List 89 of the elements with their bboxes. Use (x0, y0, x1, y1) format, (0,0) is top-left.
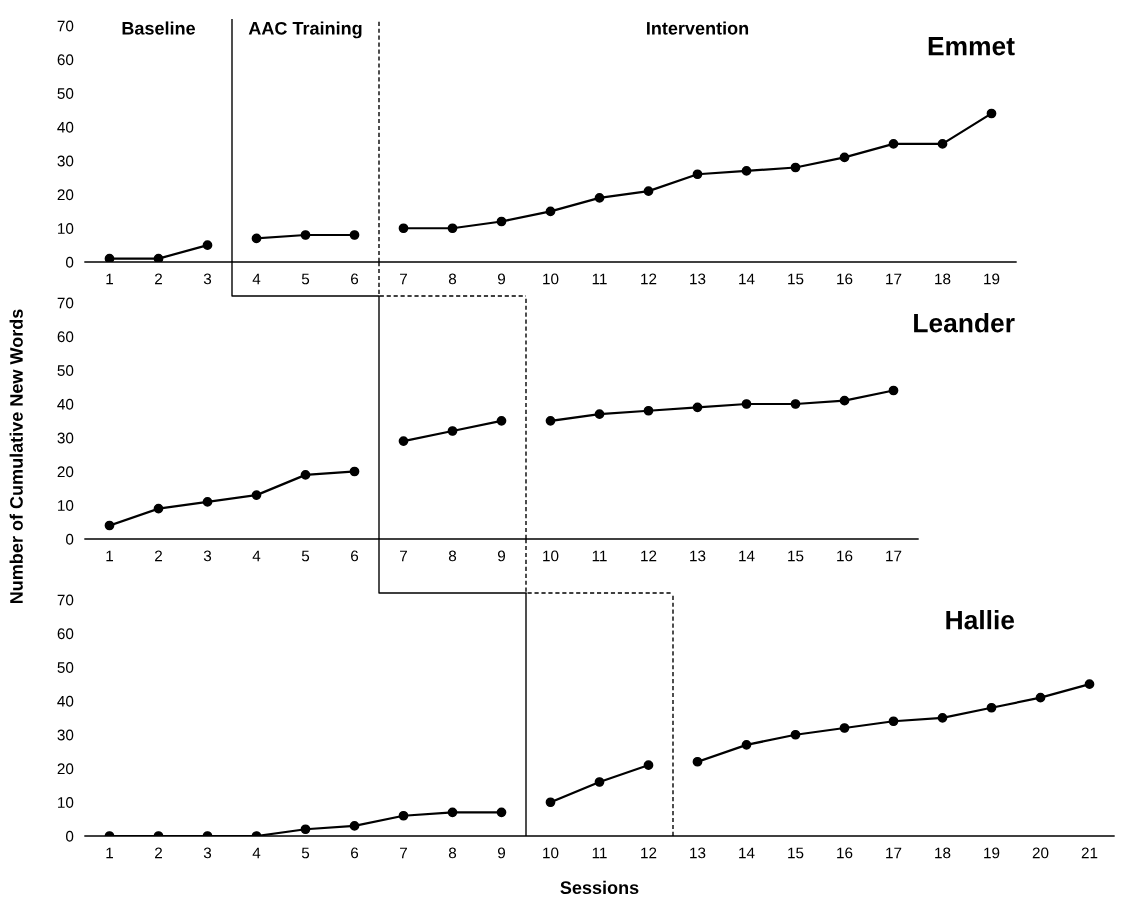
y-tick-label: 0 (65, 830, 74, 842)
x-tick-label: 21 (1081, 847, 1098, 859)
y-tick-label: 40 (57, 398, 74, 410)
x-tick-label: 1 (106, 550, 113, 562)
y-tick-label: 40 (57, 695, 74, 707)
x-tick-label: 10 (543, 847, 559, 859)
y-tick-label: 50 (57, 365, 74, 376)
x-tick-label: 19 (984, 847, 1000, 859)
x-tick-label: 3 (203, 847, 212, 859)
y-tick-label: 10 (58, 500, 74, 511)
x-tick-label: 9 (497, 550, 506, 562)
x-tick-label: 13 (690, 847, 706, 859)
x-tick-label: 4 (252, 847, 261, 859)
annotation: Intervention (647, 21, 749, 35)
x-tick-label: 1 (106, 273, 113, 285)
x-tick-label: 14 (739, 550, 755, 562)
x-tick-label: 7 (400, 273, 407, 285)
x-tick-label: 5 (301, 273, 310, 285)
x-tick-label: 14 (739, 847, 755, 859)
x-tick-label: 19 (984, 273, 1000, 285)
x-tick-label: 20 (1032, 847, 1049, 859)
x-tick-label: 10 (543, 550, 559, 562)
x-tick-label: 15 (788, 847, 804, 859)
y-tick-label: 10 (58, 223, 74, 234)
x-tick-label: 9 (497, 847, 506, 859)
y-tick-label: 70 (57, 20, 74, 32)
y-tick-label: 30 (57, 432, 74, 444)
x-tick-label: 8 (448, 273, 457, 285)
x-tick-label: 16 (837, 847, 853, 859)
x-tick-label: 5 (301, 847, 310, 859)
x-tick-label: 8 (448, 847, 457, 859)
x-tick-label: 16 (837, 550, 853, 562)
x-tick-label: 18 (935, 273, 951, 285)
y-tick-label: 50 (57, 88, 74, 99)
x-tick-label: 11 (592, 550, 607, 562)
y-tick-label: 0 (65, 256, 74, 268)
x-tick-label: 10 (543, 273, 559, 285)
x-tick-label: 17 (886, 847, 902, 859)
x-tick-label: 15 (788, 550, 804, 562)
x-tick-label: 11 (592, 847, 607, 859)
x-tick-label: 15 (788, 273, 804, 285)
x-tick-label: 16 (837, 273, 853, 285)
y-tick-label: 60 (57, 54, 74, 66)
x-tick-label: 5 (301, 550, 310, 562)
x-tick-label: 12 (641, 847, 657, 859)
y-tick-label: 40 (57, 121, 74, 133)
text: Emmet (928, 36, 1015, 56)
x-tick-label: 13 (690, 550, 706, 562)
x-tick-label: 2 (155, 847, 162, 859)
x-tick-label: 12 (641, 273, 657, 285)
x-tick-label: 9 (497, 273, 506, 285)
x-tick-label: 3 (203, 273, 212, 285)
y-tick-label: 20 (57, 763, 74, 775)
annotation: AAC Training (248, 21, 362, 39)
x-tick-label: 12 (641, 550, 657, 562)
annotation: Baseline (122, 21, 196, 35)
x-tick-label: 11 (592, 273, 607, 285)
x-axis-title: Sessions (560, 880, 639, 895)
y-tick-label: 70 (57, 594, 74, 606)
y-tick-label: 10 (58, 797, 74, 808)
y-tick-label: 20 (57, 466, 74, 478)
x-tick-label: 4 (252, 273, 261, 285)
x-tick-label: 4 (252, 550, 261, 562)
y-tick-label: 50 (57, 662, 74, 673)
x-tick-label: 2 (155, 273, 162, 285)
y-tick-label: 30 (57, 155, 74, 167)
y-tick-label: 60 (57, 331, 74, 343)
x-tick-label: 6 (351, 273, 359, 285)
text: Leander (914, 313, 1015, 333)
y-axis-title: Number of Cumulative New Words (9, 309, 23, 604)
x-tick-label: 7 (400, 847, 407, 859)
x-tick-label: 6 (351, 847, 359, 859)
x-tick-label: 14 (739, 273, 755, 285)
y-tick-label: 70 (57, 297, 74, 309)
x-tick-label: 2 (155, 550, 162, 562)
x-tick-label: 18 (935, 847, 951, 859)
text: Hallie (946, 610, 1015, 630)
x-tick-label: 17 (886, 550, 902, 562)
x-tick-label: 13 (690, 273, 706, 285)
y-tick-label: 60 (57, 628, 74, 640)
x-tick-label: 6 (351, 550, 359, 562)
y-tick-label: 30 (57, 729, 74, 741)
x-tick-label: 1 (106, 847, 113, 859)
x-tick-label: 8 (448, 550, 457, 562)
y-tick-label: 0 (65, 533, 74, 545)
x-tick-label: 7 (400, 550, 407, 562)
x-tick-label: 3 (203, 550, 212, 562)
x-tick-label: 17 (886, 273, 902, 285)
y-tick-label: 20 (57, 189, 74, 201)
